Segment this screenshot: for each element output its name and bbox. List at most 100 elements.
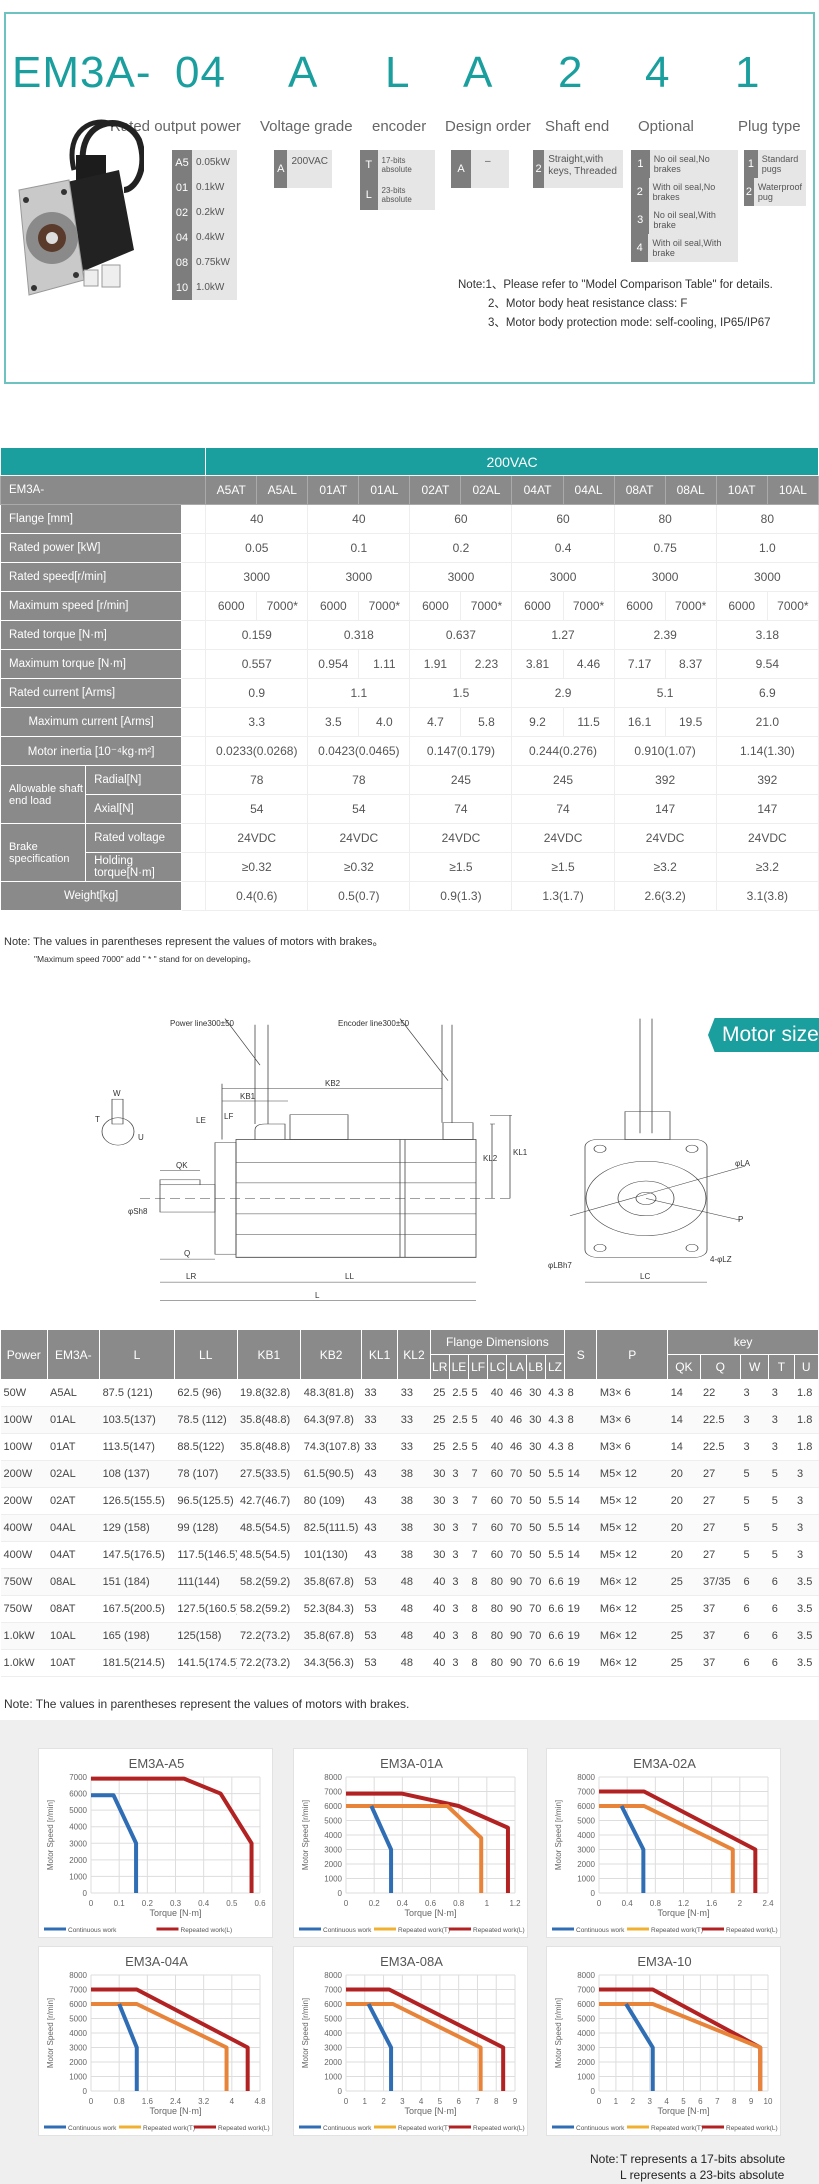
x-axis-label: Torque [N·m] bbox=[149, 2106, 201, 2116]
x-tick-label: 0.8 bbox=[650, 1899, 662, 1908]
chart-svg: EM3A-01A 0 1000 2000 3000 4000 5000 6000 7000 800… bbox=[299, 1756, 525, 1934]
y-tick-label: 2000 bbox=[69, 1856, 87, 1865]
dimension-cell: 14 bbox=[564, 1487, 597, 1515]
spec-row: Rated current [Arms] 0.9 1.1 1.5 2.9 5.1 6.9 bbox=[0, 678, 819, 708]
shaft-options: 2 Straight,with keys, Threaded bbox=[533, 150, 623, 188]
col-w: W bbox=[739, 1354, 770, 1380]
dimension-cell: 02AT bbox=[47, 1487, 100, 1515]
model-shaft-code: 2 bbox=[558, 48, 584, 97]
x-tick-label: 10 bbox=[764, 2097, 773, 2106]
motor-dimension-drawing: Power line300±50 Encoder line300±50 KB2 … bbox=[95, 1018, 751, 1301]
dimension-cell: 38 bbox=[397, 1460, 431, 1488]
dimension-cell: 2.5 bbox=[449, 1433, 469, 1461]
dimension-row: 400W 04AL 129 (158) 99 (128) 48.5(54.5) 82.5(… bbox=[0, 1514, 819, 1542]
chart-em3a-04a: EM3A-04A 0 1000 2000 3000 4000 5000 6000 7000 800… bbox=[38, 1946, 273, 2136]
model-a5al: A5AL bbox=[256, 475, 309, 505]
dimension-table: Power EM3A- L LL KB1 KB2 KL1 KL2 Flange … bbox=[0, 1329, 819, 1677]
series-line-repeated_t bbox=[346, 1804, 484, 1893]
spec-cell: 4.0 bbox=[358, 707, 411, 737]
spec-cell: ≥1.5 bbox=[409, 852, 513, 882]
legend-label: Repeated work(T) bbox=[143, 2125, 195, 2132]
model-a5at: A5AT bbox=[205, 475, 258, 505]
col-s: S bbox=[564, 1329, 598, 1380]
legend-label: Continuous work bbox=[68, 1927, 117, 1934]
y-tick-label: 4000 bbox=[324, 1831, 342, 1840]
spec-row-label: Flange [mm] bbox=[0, 504, 183, 534]
series-line-repeated_l bbox=[91, 1776, 254, 1893]
option-value: 1.0kW bbox=[196, 281, 225, 293]
x-tick-label: 1 bbox=[614, 2097, 619, 2106]
spec-row-label: Rated current [Arms] bbox=[0, 678, 183, 708]
y-tick-label: 8000 bbox=[577, 1971, 595, 1980]
plug-options: 1 Standard pugs 2 Waterproof pug bbox=[744, 150, 806, 206]
spec-cell: 147 bbox=[613, 794, 717, 824]
dimension-cell: 3 bbox=[794, 1460, 819, 1488]
spacer-cell bbox=[181, 765, 207, 795]
x-tick-label: 0 bbox=[597, 1899, 602, 1908]
y-tick-label: 3000 bbox=[69, 2044, 87, 2053]
dimension-cell: 08AL bbox=[47, 1568, 100, 1596]
x-tick-label: 5 bbox=[681, 2097, 686, 2106]
dimension-cell: 1.8 bbox=[794, 1406, 819, 1434]
dimension-cell: 04AT bbox=[47, 1541, 100, 1569]
dimension-cell: 50 bbox=[526, 1514, 546, 1542]
y-tick-label: 0 bbox=[83, 1889, 88, 1898]
dimension-cell: 5 bbox=[768, 1514, 795, 1542]
dimension-cell: 7 bbox=[468, 1541, 488, 1569]
x-axis-label: Torque [N·m] bbox=[657, 1908, 709, 1918]
dimension-cell: 33 bbox=[397, 1406, 431, 1434]
spacer-cell bbox=[181, 823, 207, 853]
dimension-cell: 4.3 bbox=[545, 1406, 565, 1434]
option-key: 10 bbox=[172, 275, 192, 300]
motor-size-badge: Motor size bbox=[708, 1018, 819, 1052]
spec-cell: 1.27 bbox=[511, 620, 615, 650]
header-note-2: 2、Motor body heat resistance class: F bbox=[488, 298, 688, 310]
dimension-cell: 6.6 bbox=[545, 1595, 565, 1623]
chart-em3a-a5: EM3A-A5 0 1000 2000 3000 4000 5000 6000 7000 0 0.1… bbox=[38, 1748, 273, 1938]
spec-cell: 2.39 bbox=[613, 620, 717, 650]
model-encoder-code: L bbox=[385, 48, 411, 97]
col-lz: LZ bbox=[544, 1354, 566, 1380]
dimension-cell: 20 bbox=[667, 1460, 701, 1488]
category-shaft-end: Shaft end bbox=[545, 118, 610, 135]
spacer-cell bbox=[181, 881, 207, 911]
dimension-cell: 27 bbox=[700, 1460, 741, 1488]
dimension-cell: 35.8(48.8) bbox=[237, 1406, 301, 1434]
col-kl2: KL2 bbox=[397, 1329, 431, 1380]
dimension-cell: 8 bbox=[468, 1622, 488, 1650]
spacer-cell bbox=[181, 591, 207, 621]
chart-em3a-01a: EM3A-01A 0 1000 2000 3000 4000 5000 6000 7000 800… bbox=[293, 1748, 528, 1938]
spec-row-label: Holding torque[N·m] bbox=[85, 852, 183, 882]
dimension-cell: 25 bbox=[667, 1649, 701, 1677]
dimension-cell: 3 bbox=[740, 1379, 769, 1407]
x-tick-label: 7 bbox=[715, 2097, 720, 2106]
y-tick-label: 6000 bbox=[577, 2000, 595, 2009]
dimension-cell: 33 bbox=[361, 1406, 398, 1434]
dimension-cell: 3 bbox=[449, 1622, 469, 1650]
dimension-cell: 14 bbox=[667, 1406, 701, 1434]
power-options: A5 0.05kW 01 0.1kW 02 0.2kW 04 0.4kW 08 0.75k… bbox=[172, 150, 237, 300]
spec-cell: 0.910(1.07) bbox=[613, 736, 717, 766]
spec-cell: 3000 bbox=[715, 562, 819, 592]
dimension-cell: 37/35 bbox=[700, 1568, 741, 1596]
spec-cell: 5.8 bbox=[460, 707, 513, 737]
col-le: LE bbox=[448, 1354, 470, 1380]
dimension-cell: 1.0kW bbox=[0, 1622, 47, 1650]
chart-note-prefix: Note: bbox=[590, 2152, 619, 2166]
p-label: P bbox=[738, 1215, 743, 1224]
spec-cell: 0.0233(0.0268) bbox=[205, 736, 309, 766]
model-plug-code: 1 bbox=[735, 48, 761, 97]
y-tick-label: 0 bbox=[591, 1889, 596, 1898]
series-line-continuous bbox=[117, 2003, 139, 2091]
legend-label: Continuous work bbox=[576, 2125, 625, 2132]
dimension-cell: 5 bbox=[468, 1379, 488, 1407]
option-value: 0.05kW bbox=[196, 156, 230, 168]
model-code-panel bbox=[4, 12, 815, 384]
chart-title: EM3A-04A bbox=[125, 1954, 188, 1969]
dimension-cell: 5.5 bbox=[545, 1541, 565, 1569]
x-tick-label: 0.4 bbox=[622, 1899, 634, 1908]
dimension-cell: 6.6 bbox=[545, 1622, 565, 1650]
spacer-cell bbox=[181, 736, 207, 766]
dimension-cell: 70 bbox=[526, 1649, 546, 1677]
design-options: A – bbox=[451, 150, 509, 188]
